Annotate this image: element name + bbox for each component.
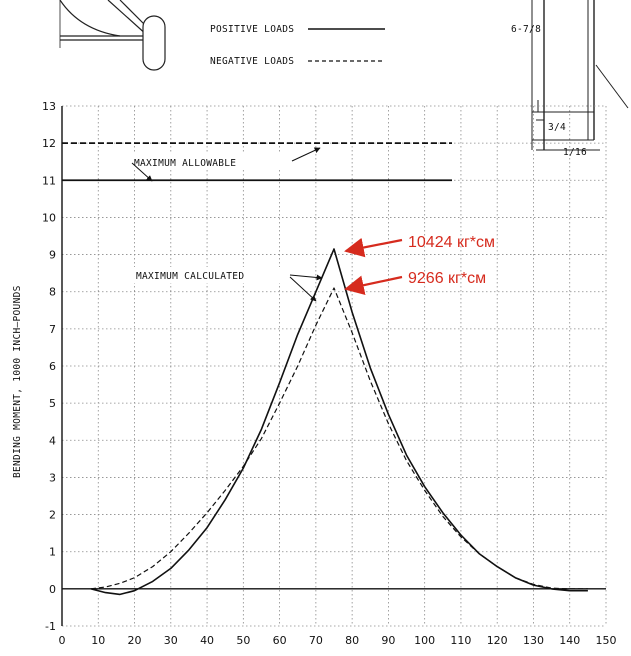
y-tick-label: 3 (49, 471, 56, 484)
x-tick-label: 130 (523, 634, 544, 647)
series-negative-loads (90, 287, 588, 590)
callout-negative-text: 9266 кг*см (408, 270, 486, 287)
x-tick-label: 80 (345, 634, 359, 647)
cross-section-diagram (531, 0, 629, 151)
legend: POSITIVE LOADS NEGATIVE LOADS (210, 24, 385, 67)
x-tick-label: 40 (200, 634, 214, 647)
y-tick-label: 1 (49, 546, 56, 559)
y-tick-label: 6 (49, 360, 56, 373)
max-calculated-arrow-negative (289, 276, 317, 302)
x-tick-label: 0 (59, 634, 66, 647)
chart-grid (61, 105, 607, 627)
data-series (90, 248, 588, 596)
y-tick-label: 13 (42, 100, 56, 113)
max-allowable-label-bg (130, 153, 296, 169)
beam-sketch (59, 0, 166, 71)
chart-axes (61, 106, 606, 626)
x-tick-label: 140 (559, 634, 580, 647)
max-allowable-label: MAXIMUM ALLOWABLE (134, 158, 236, 169)
legend-negative-label: NEGATIVE LOADS (210, 56, 294, 67)
y-tick-label: 4 (49, 434, 56, 447)
x-tick-label: 110 (450, 634, 471, 647)
x-tick-label: 90 (381, 634, 395, 647)
callout-positive-arrow (344, 237, 403, 258)
y-tick-label: -1 (45, 620, 56, 633)
max-calculated-label: MAXIMUM CALCULATED (136, 271, 244, 282)
y-tick-label: 9 (49, 249, 56, 262)
x-tick-label: 20 (128, 634, 142, 647)
max-allowable-arrow-negative (291, 147, 321, 162)
x-tick-labels: 0 10 20 30 40 50 60 70 80 90 100 110 120 130 140 150 (59, 634, 617, 647)
y-tick-label: 5 (49, 397, 56, 410)
x-tick-label: 50 (236, 634, 250, 647)
max-allowable-arrow-positive (131, 162, 153, 182)
max-calculated-arrow-positive (289, 274, 323, 281)
x-tick-label: 10 (91, 634, 105, 647)
dim-small-label: 3/4 (548, 122, 566, 133)
dim-height-label: 6-7/8 (511, 24, 541, 35)
legend-positive-label: POSITIVE LOADS (210, 24, 294, 35)
callout-negative-arrow (344, 275, 403, 295)
y-tick-label: 10 (42, 211, 56, 224)
y-tick-label: 0 (49, 583, 56, 596)
x-tick-label: 100 (414, 634, 435, 647)
x-tick-label: 30 (164, 634, 178, 647)
x-tick-label: 70 (309, 634, 323, 647)
y-tick-label: 7 (49, 323, 56, 336)
x-tick-label: 150 (596, 634, 617, 647)
dim-width-label: 1/16 (563, 147, 587, 158)
y-tick-label: 8 (49, 286, 56, 299)
reference-lines (62, 142, 452, 182)
y-axis-label: BENDING MOMENT, 1000 INCH–POUNDS (12, 285, 23, 478)
x-tick-label: 60 (273, 634, 287, 647)
y-tick-label: 11 (42, 174, 56, 187)
max-calculated-label-bg (133, 267, 289, 283)
y-tick-label: 2 (49, 509, 56, 522)
y-tick-label: 12 (42, 137, 56, 150)
x-tick-label: 120 (487, 634, 508, 647)
callout-positive-text: 10424 кг*см (408, 234, 495, 251)
